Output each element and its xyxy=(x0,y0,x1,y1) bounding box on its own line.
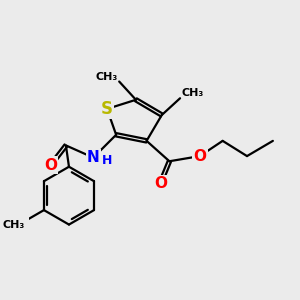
Text: O: O xyxy=(193,148,206,164)
Text: O: O xyxy=(44,158,57,173)
Text: CH₃: CH₃ xyxy=(182,88,204,98)
Text: S: S xyxy=(101,100,113,118)
Text: O: O xyxy=(154,176,167,191)
Text: CH₃: CH₃ xyxy=(2,220,24,230)
Text: N: N xyxy=(87,150,100,165)
Text: CH₃: CH₃ xyxy=(95,71,118,82)
Text: H: H xyxy=(102,154,112,167)
